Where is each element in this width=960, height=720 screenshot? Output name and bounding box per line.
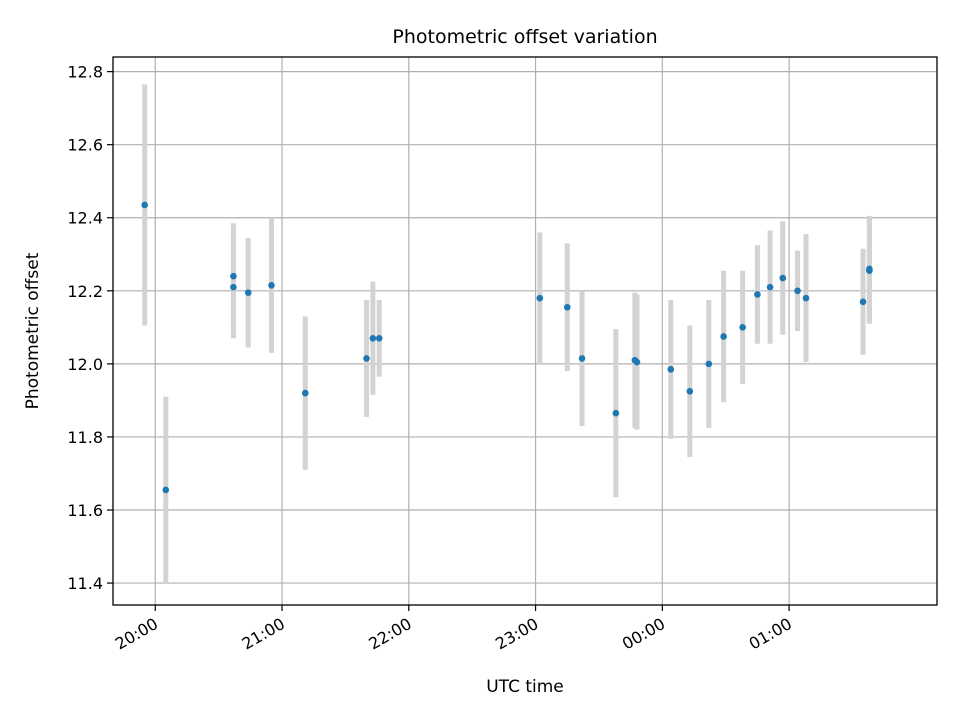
y-tick-label: 12.8	[67, 63, 103, 82]
data-point	[268, 282, 275, 289]
y-tick-label: 12.4	[67, 209, 103, 228]
x-axis-label: UTC time	[486, 677, 564, 697]
data-point	[794, 287, 801, 295]
data-point	[754, 291, 761, 298]
data-point	[230, 272, 237, 280]
data-point	[633, 358, 641, 366]
data-point	[779, 274, 787, 282]
y-tick-label: 11.4	[67, 574, 103, 593]
data-point	[766, 283, 774, 291]
data-point	[230, 283, 237, 291]
y-tick-label: 11.6	[67, 501, 103, 520]
data-point	[667, 366, 675, 373]
y-tick-label: 12.2	[67, 282, 103, 301]
data-point	[578, 355, 586, 362]
data-point	[536, 294, 544, 302]
y-axis-label: Photometric offset	[23, 252, 43, 409]
data-point	[705, 360, 713, 368]
data-point	[802, 294, 810, 302]
data-point	[141, 201, 148, 209]
data-point	[301, 389, 309, 397]
data-point	[739, 324, 746, 331]
data-point	[686, 387, 694, 395]
data-point	[866, 265, 873, 273]
data-point	[244, 289, 252, 296]
data-point	[369, 335, 377, 342]
data-point	[162, 486, 170, 494]
plot-frame	[112, 56, 938, 606]
data-point	[612, 409, 620, 417]
y-axis-ticks: 11.4 11.6 11.8 12.0 12.2 12.4 12.6 12.8	[67, 63, 113, 593]
y-tick-label: 11.8	[67, 428, 103, 447]
data-point	[375, 335, 383, 342]
data-points	[141, 201, 873, 494]
y-tick-label: 12.6	[67, 136, 103, 155]
data-point	[720, 333, 727, 340]
chart-title: Photometric offset variation	[392, 26, 657, 48]
data-point	[363, 355, 370, 362]
data-point	[859, 298, 867, 306]
y-tick-label: 12.0	[67, 355, 103, 374]
data-point	[563, 303, 571, 311]
